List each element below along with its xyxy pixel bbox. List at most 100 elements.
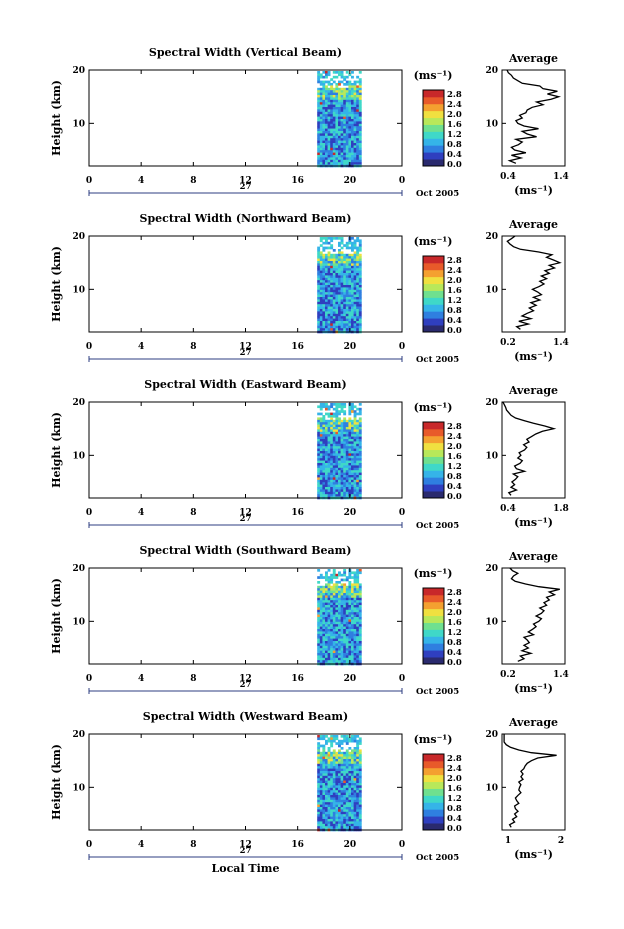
heatmap-cell [327, 152, 331, 156]
heatmap-cell [322, 289, 326, 293]
heatmap-cell [327, 751, 331, 755]
heatmap-cell [356, 749, 360, 753]
average-x-tick-label: 0.4 [500, 172, 516, 182]
heatmap-cell [325, 809, 328, 813]
average-y-tick-label: 10 [485, 783, 498, 793]
heatmap-cell [348, 140, 352, 144]
heatmap-cell [356, 619, 360, 623]
heatmap-cell [322, 643, 326, 647]
heatmap-cell [345, 612, 349, 615]
heatmap-cell [330, 479, 334, 483]
average-y-tick-label: 20 [485, 232, 498, 242]
heatmap-cell [348, 739, 352, 743]
heatmap-cell [330, 739, 334, 743]
heatmap-cell [358, 617, 362, 620]
heatmap-cell [322, 487, 326, 490]
heatmap-cell [351, 249, 354, 252]
heatmap-cell [335, 602, 339, 606]
heatmap-cell [338, 581, 341, 584]
heatmap-cell [353, 484, 357, 488]
heatmap-cell [345, 792, 349, 796]
heatmap-cell [353, 823, 357, 827]
heatmap-cell [325, 407, 328, 411]
heatmap-cell [319, 97, 323, 101]
heatmap-cell [335, 581, 339, 584]
heatmap-cell [317, 605, 321, 608]
heatmap-cell [332, 475, 336, 478]
heatmap-cell [356, 581, 360, 584]
heatmap-cell [332, 422, 336, 425]
heatmap-cell [327, 660, 331, 663]
heatmap-cell [330, 405, 334, 409]
heatmap-cell [322, 241, 326, 245]
heatmap-cell [353, 785, 357, 789]
colorbar-frame [422, 421, 445, 499]
heatmap-cell [335, 573, 339, 577]
heatmap-cell [319, 99, 323, 103]
heatmap-cell [348, 482, 352, 485]
average-profile-line [509, 567, 560, 662]
heatmap-cell [319, 403, 323, 406]
heatmap-cell [327, 653, 331, 656]
heatmap-cell [353, 253, 357, 257]
heatmap-cell [325, 453, 328, 457]
heatmap-cell [335, 270, 339, 274]
average-x-tick-label: 0.2 [500, 670, 516, 680]
heatmap-cell [319, 590, 323, 594]
heatmap-cell [327, 405, 331, 409]
heatmap-cell [348, 489, 352, 493]
heatmap-cell [319, 766, 323, 769]
heatmap-cell [327, 754, 331, 757]
heatmap-cell [330, 265, 334, 269]
heatmap-cell [343, 785, 347, 789]
heatmap-cell [356, 311, 360, 315]
heatmap-cell [327, 775, 331, 779]
heatmap-cell [322, 159, 326, 163]
heatmap-cell [317, 595, 321, 599]
heatmap-cell [322, 653, 326, 656]
heatmap-cell [327, 427, 331, 430]
heatmap-cell [322, 309, 326, 312]
heatmap-cell [335, 609, 339, 613]
heatmap-cell [327, 763, 331, 767]
heatmap-cell [345, 147, 349, 151]
heatmap-cell [319, 648, 323, 651]
heatmap-cell [353, 157, 357, 161]
heatmap-cell [322, 258, 326, 262]
heatmap-cell [332, 807, 336, 810]
colorbar-swatch [423, 760, 444, 769]
heatmap-cell [319, 487, 323, 490]
heatmap-cell [340, 807, 344, 810]
colorbar-swatch [423, 767, 444, 776]
heatmap-cell [340, 597, 344, 601]
heatmap-cell [358, 249, 362, 252]
heatmap-cell [351, 75, 354, 79]
heatmap-cell [343, 292, 347, 295]
heatmap-cell [343, 436, 347, 440]
heatmap-cell [356, 111, 360, 115]
heatmap-cell [348, 107, 352, 110]
heatmap-cell [356, 747, 360, 750]
heatmap-cell [340, 429, 344, 433]
colorbar-swatch [423, 477, 444, 485]
heatmap-cell [356, 655, 360, 659]
heatmap-cell [330, 244, 334, 247]
heatmap-cell [325, 489, 328, 493]
heatmap-cell [348, 823, 352, 827]
heatmap-cell [338, 277, 341, 281]
heatmap-cell [338, 261, 341, 264]
heatmap-cell [358, 775, 362, 779]
heatmap-cell [356, 102, 360, 105]
heatmap-cell [348, 85, 352, 89]
x-tick-label: 16 [291, 342, 304, 352]
heatmap-cell [327, 739, 331, 743]
heatmap-cell [351, 595, 354, 599]
heatmap-cell [327, 638, 331, 642]
heatmap-cell [319, 285, 323, 288]
heatmap-cell [317, 289, 321, 293]
heatmap-cell [325, 97, 328, 101]
heatmap-cell [358, 780, 362, 784]
heatmap-cell [348, 811, 352, 815]
heatmap-cell [335, 600, 339, 603]
heatmap-cell [345, 814, 349, 817]
